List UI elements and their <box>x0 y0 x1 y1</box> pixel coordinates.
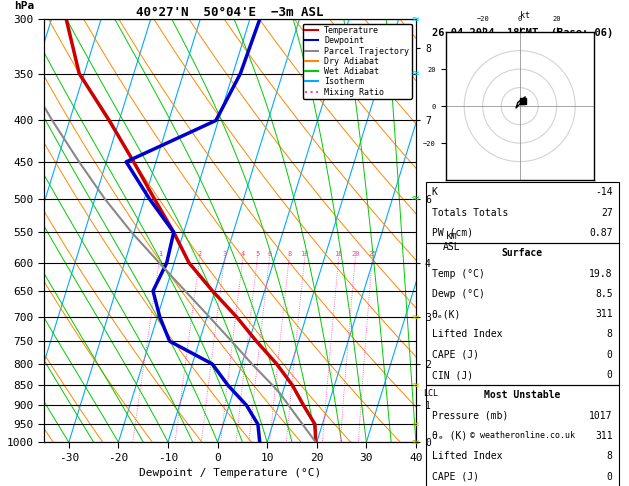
Text: ≈: ≈ <box>411 311 419 324</box>
Text: ≈: ≈ <box>411 418 419 431</box>
Text: 27: 27 <box>601 208 613 218</box>
Text: 16: 16 <box>335 251 343 257</box>
Text: 0: 0 <box>607 370 613 380</box>
Y-axis label: km
ASL: km ASL <box>443 231 460 252</box>
Text: ≈: ≈ <box>411 379 419 392</box>
Text: 19.8: 19.8 <box>589 269 613 278</box>
Text: 0: 0 <box>607 350 613 360</box>
Text: LCL: LCL <box>423 389 438 398</box>
Text: hPa: hPa <box>14 1 35 11</box>
Text: Totals Totals: Totals Totals <box>431 208 508 218</box>
Legend: Temperature, Dewpoint, Parcel Trajectory, Dry Adiabat, Wet Adiabat, Isotherm, Mi: Temperature, Dewpoint, Parcel Trajectory… <box>303 24 412 99</box>
Text: 311: 311 <box>595 431 613 441</box>
Text: 1017: 1017 <box>589 411 613 420</box>
Text: 2: 2 <box>198 251 202 257</box>
Text: K: K <box>431 188 438 197</box>
Text: 4: 4 <box>241 251 245 257</box>
Bar <box>426 243 619 385</box>
Text: 10: 10 <box>301 251 309 257</box>
Text: 3: 3 <box>223 251 227 257</box>
Text: 311: 311 <box>595 309 613 319</box>
Bar <box>426 182 619 243</box>
Text: 8.5: 8.5 <box>595 289 613 299</box>
Text: θₑ (K): θₑ (K) <box>431 431 467 441</box>
Title: 40°27'N  50°04'E  −3m ASL: 40°27'N 50°04'E −3m ASL <box>136 6 324 19</box>
Text: -14: -14 <box>595 188 613 197</box>
Text: 8: 8 <box>287 251 291 257</box>
Text: 8: 8 <box>607 451 613 461</box>
Text: CAPE (J): CAPE (J) <box>431 471 479 482</box>
Text: 0: 0 <box>607 471 613 482</box>
Text: 26.04.2024  18GMT  (Base: 06): 26.04.2024 18GMT (Base: 06) <box>431 28 613 38</box>
Text: © weatheronline.co.uk: © weatheronline.co.uk <box>470 431 575 440</box>
Text: Lifted Index: Lifted Index <box>431 330 502 339</box>
Bar <box>426 385 619 486</box>
Text: 5: 5 <box>255 251 260 257</box>
Text: Temp (°C): Temp (°C) <box>431 269 484 278</box>
Text: kt: kt <box>520 11 530 20</box>
Text: 8: 8 <box>607 330 613 339</box>
Text: ≈: ≈ <box>411 436 419 449</box>
Text: 25: 25 <box>368 251 377 257</box>
Text: CIN (J): CIN (J) <box>431 370 473 380</box>
Text: Dewp (°C): Dewp (°C) <box>431 289 484 299</box>
Text: 20: 20 <box>351 251 360 257</box>
Text: 6: 6 <box>267 251 272 257</box>
X-axis label: Dewpoint / Temperature (°C): Dewpoint / Temperature (°C) <box>139 468 321 478</box>
Text: Pressure (mb): Pressure (mb) <box>431 411 508 420</box>
Text: Surface: Surface <box>502 248 543 258</box>
Text: ≈: ≈ <box>411 192 419 206</box>
Text: ≈: ≈ <box>411 13 419 26</box>
Text: ≈: ≈ <box>411 67 419 80</box>
Text: 1: 1 <box>158 251 162 257</box>
Text: 0.87: 0.87 <box>589 228 613 238</box>
Text: Most Unstable: Most Unstable <box>484 390 560 400</box>
Text: CAPE (J): CAPE (J) <box>431 350 479 360</box>
Text: Lifted Index: Lifted Index <box>431 451 502 461</box>
Text: PW (cm): PW (cm) <box>431 228 473 238</box>
Text: θₑ(K): θₑ(K) <box>431 309 461 319</box>
